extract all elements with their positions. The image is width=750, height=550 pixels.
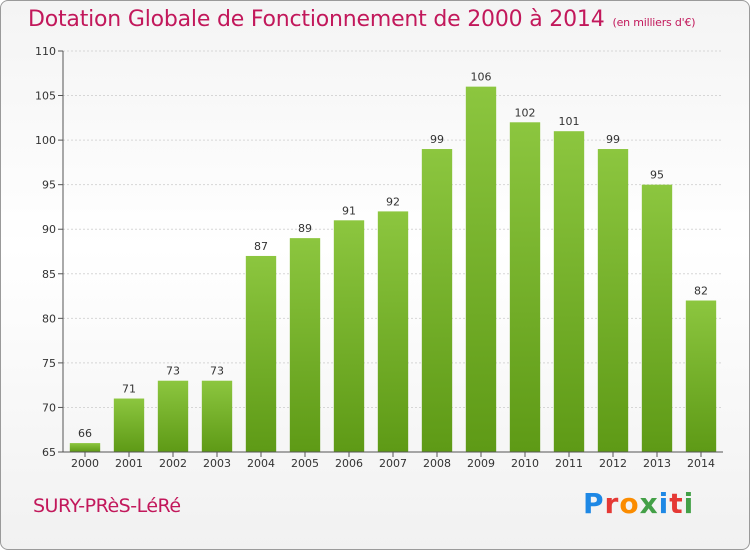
logo-letter: x bbox=[639, 487, 659, 520]
bar bbox=[201, 380, 233, 452]
x-tick-label: 2002 bbox=[159, 457, 187, 470]
y-tick-label: 65 bbox=[42, 446, 56, 459]
logo-letter: o bbox=[619, 487, 640, 520]
bar-value-label: 87 bbox=[254, 240, 268, 253]
bar-value-label: 71 bbox=[122, 383, 136, 396]
bar-value-label: 73 bbox=[210, 365, 224, 378]
bar bbox=[465, 86, 497, 453]
chart-title-text: Dotation Globale de Fonctionnement de 20… bbox=[28, 7, 605, 32]
x-tick-label: 2005 bbox=[291, 457, 319, 470]
logo-letter: r bbox=[604, 487, 620, 520]
bar bbox=[553, 131, 585, 452]
logo-letter: P bbox=[583, 487, 605, 520]
bar-value-label: 106 bbox=[471, 71, 492, 84]
bar-value-label: 92 bbox=[386, 195, 400, 208]
commune-name: SURY-PRèS-LéRé bbox=[33, 495, 181, 517]
proxiti-logo: Proxiti bbox=[583, 487, 694, 520]
x-tick-label: 2014 bbox=[687, 457, 715, 470]
bar bbox=[641, 184, 673, 452]
bar-value-label: 73 bbox=[166, 365, 180, 378]
x-tick-label: 2001 bbox=[115, 457, 143, 470]
logo-letter: i bbox=[683, 487, 695, 520]
y-tick-label: 85 bbox=[42, 268, 56, 281]
y-tick-label: 80 bbox=[42, 312, 56, 325]
y-tick-label: 90 bbox=[42, 223, 56, 236]
x-tick-label: 2009 bbox=[467, 457, 495, 470]
bar bbox=[509, 122, 541, 453]
y-tick-label: 95 bbox=[42, 179, 56, 192]
bar-value-label: 89 bbox=[298, 222, 312, 235]
x-tick-label: 2010 bbox=[511, 457, 539, 470]
bar bbox=[69, 443, 101, 452]
bar-value-label: 101 bbox=[559, 115, 580, 128]
y-tick-label: 105 bbox=[35, 90, 56, 103]
bar-value-label: 66 bbox=[78, 427, 92, 440]
labels: 65 70 75 80 85 90 95 100 105 110 66 2000 71 2001 73 200… bbox=[35, 45, 715, 470]
x-tick-label: 2011 bbox=[555, 457, 583, 470]
x-tick-label: 2006 bbox=[335, 457, 363, 470]
x-tick-label: 2004 bbox=[247, 457, 275, 470]
bar bbox=[333, 220, 365, 452]
bar bbox=[245, 255, 277, 452]
bar bbox=[113, 398, 145, 452]
y-tick-label: 110 bbox=[35, 45, 56, 58]
axes bbox=[58, 50, 723, 457]
bar bbox=[685, 300, 717, 452]
y-tick-label: 100 bbox=[35, 134, 56, 147]
x-tick-label: 2003 bbox=[203, 457, 231, 470]
x-tick-label: 2013 bbox=[643, 457, 671, 470]
bar bbox=[377, 211, 409, 452]
logo-letter: t bbox=[669, 487, 684, 520]
logo-letter: i bbox=[658, 487, 670, 520]
bar bbox=[597, 149, 629, 452]
y-tick-label: 70 bbox=[42, 401, 56, 414]
bar-value-label: 95 bbox=[650, 169, 664, 182]
x-tick-label: 2007 bbox=[379, 457, 407, 470]
chart-title: Dotation Globale de Fonctionnement de 20… bbox=[28, 7, 696, 32]
bar-value-label: 102 bbox=[515, 106, 536, 119]
bar-value-label: 99 bbox=[606, 133, 620, 146]
chart-subtitle: (en milliers d'€) bbox=[612, 16, 696, 29]
bar-value-label: 82 bbox=[694, 285, 708, 298]
bars bbox=[69, 86, 717, 453]
x-tick-label: 2012 bbox=[599, 457, 627, 470]
bar bbox=[421, 149, 453, 452]
x-tick-label: 2008 bbox=[423, 457, 451, 470]
x-tick-label: 2000 bbox=[71, 457, 99, 470]
y-tick-label: 75 bbox=[42, 357, 56, 370]
bar-value-label: 99 bbox=[430, 133, 444, 146]
bar bbox=[289, 238, 321, 452]
bar bbox=[157, 380, 189, 452]
bar-value-label: 91 bbox=[342, 204, 356, 217]
